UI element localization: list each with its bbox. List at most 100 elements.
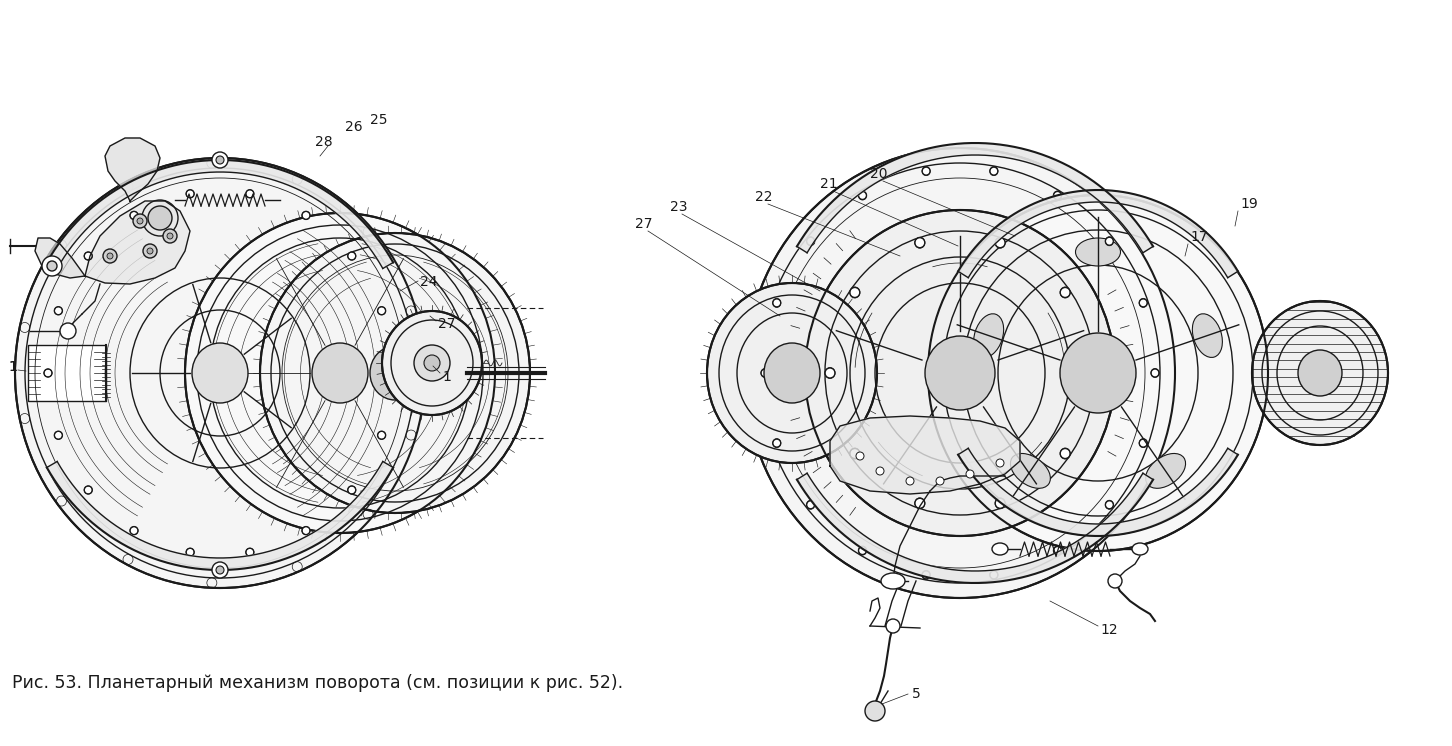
Polygon shape xyxy=(797,143,1153,253)
Ellipse shape xyxy=(858,547,867,554)
Ellipse shape xyxy=(15,158,425,588)
Ellipse shape xyxy=(915,238,925,248)
Ellipse shape xyxy=(1076,238,1121,266)
Ellipse shape xyxy=(707,283,877,463)
Ellipse shape xyxy=(764,343,820,403)
Ellipse shape xyxy=(906,477,913,485)
Ellipse shape xyxy=(378,307,386,315)
Ellipse shape xyxy=(212,152,228,168)
Ellipse shape xyxy=(966,470,974,478)
Ellipse shape xyxy=(302,527,309,535)
Ellipse shape xyxy=(44,369,52,377)
Ellipse shape xyxy=(995,498,1005,508)
Ellipse shape xyxy=(1060,448,1070,459)
Ellipse shape xyxy=(1054,192,1061,199)
Ellipse shape xyxy=(192,343,248,403)
Ellipse shape xyxy=(1085,368,1095,378)
Polygon shape xyxy=(46,462,393,570)
Ellipse shape xyxy=(103,249,118,263)
Ellipse shape xyxy=(922,571,931,579)
Polygon shape xyxy=(86,201,190,284)
Text: 17: 17 xyxy=(1191,230,1208,244)
Ellipse shape xyxy=(142,244,157,258)
Polygon shape xyxy=(46,160,393,269)
Ellipse shape xyxy=(849,287,860,298)
Text: 20: 20 xyxy=(870,167,887,181)
Ellipse shape xyxy=(216,566,224,574)
Ellipse shape xyxy=(382,311,482,415)
Ellipse shape xyxy=(990,571,998,579)
Ellipse shape xyxy=(1151,369,1159,377)
Ellipse shape xyxy=(424,355,440,371)
Ellipse shape xyxy=(1011,454,1050,489)
Text: Рис. 53. Планетарный механизм поворота (см. позиции к рис. 52).: Рис. 53. Планетарный механизм поворота (… xyxy=(12,674,623,692)
Ellipse shape xyxy=(1140,439,1147,447)
Text: 12: 12 xyxy=(1101,623,1118,637)
Text: 1: 1 xyxy=(9,360,17,374)
Text: 22: 22 xyxy=(755,190,772,204)
Ellipse shape xyxy=(915,498,925,508)
Text: 26: 26 xyxy=(346,120,363,134)
Text: 1: 1 xyxy=(441,370,452,384)
Ellipse shape xyxy=(142,200,179,236)
Ellipse shape xyxy=(990,167,998,175)
Ellipse shape xyxy=(1133,543,1149,555)
Ellipse shape xyxy=(148,206,171,230)
Ellipse shape xyxy=(1192,314,1223,357)
Ellipse shape xyxy=(772,439,781,447)
Ellipse shape xyxy=(147,248,152,254)
Ellipse shape xyxy=(46,261,57,271)
Text: 24: 24 xyxy=(420,275,437,289)
Ellipse shape xyxy=(388,369,396,377)
Ellipse shape xyxy=(348,252,356,260)
Ellipse shape xyxy=(974,314,1003,357)
Ellipse shape xyxy=(1108,574,1122,588)
Ellipse shape xyxy=(370,346,420,400)
Ellipse shape xyxy=(886,619,900,633)
Ellipse shape xyxy=(876,467,884,475)
Ellipse shape xyxy=(134,214,147,228)
Polygon shape xyxy=(958,190,1239,278)
Ellipse shape xyxy=(1252,301,1388,445)
Ellipse shape xyxy=(186,189,195,198)
Ellipse shape xyxy=(825,368,835,378)
Ellipse shape xyxy=(1054,547,1061,554)
Ellipse shape xyxy=(216,156,224,164)
Ellipse shape xyxy=(937,477,944,485)
Ellipse shape xyxy=(807,237,815,245)
Ellipse shape xyxy=(772,299,781,307)
Text: 23: 23 xyxy=(669,200,687,214)
Ellipse shape xyxy=(184,213,495,533)
Text: 27: 27 xyxy=(439,317,456,331)
Polygon shape xyxy=(958,448,1239,536)
Ellipse shape xyxy=(131,527,138,535)
Ellipse shape xyxy=(260,233,530,513)
Text: 25: 25 xyxy=(370,113,388,127)
Text: 19: 19 xyxy=(1240,197,1257,211)
Ellipse shape xyxy=(167,233,173,239)
Ellipse shape xyxy=(107,253,113,259)
Text: 1: 1 xyxy=(9,360,17,374)
Text: 28: 28 xyxy=(315,135,333,149)
Ellipse shape xyxy=(378,431,386,439)
Ellipse shape xyxy=(1105,237,1114,245)
Text: 21: 21 xyxy=(820,177,838,191)
Ellipse shape xyxy=(857,452,864,460)
Ellipse shape xyxy=(995,238,1005,248)
Ellipse shape xyxy=(858,192,867,199)
Ellipse shape xyxy=(1140,299,1147,307)
Ellipse shape xyxy=(54,431,62,439)
Ellipse shape xyxy=(302,211,309,219)
Ellipse shape xyxy=(1060,287,1070,298)
Ellipse shape xyxy=(414,345,450,381)
Ellipse shape xyxy=(1105,501,1114,509)
Text: 5: 5 xyxy=(912,687,921,701)
Ellipse shape xyxy=(761,369,770,377)
Ellipse shape xyxy=(186,548,195,557)
Polygon shape xyxy=(35,238,86,278)
Ellipse shape xyxy=(136,218,142,224)
Ellipse shape xyxy=(925,336,995,410)
Ellipse shape xyxy=(745,148,1175,598)
Ellipse shape xyxy=(849,448,860,459)
Ellipse shape xyxy=(245,189,254,198)
